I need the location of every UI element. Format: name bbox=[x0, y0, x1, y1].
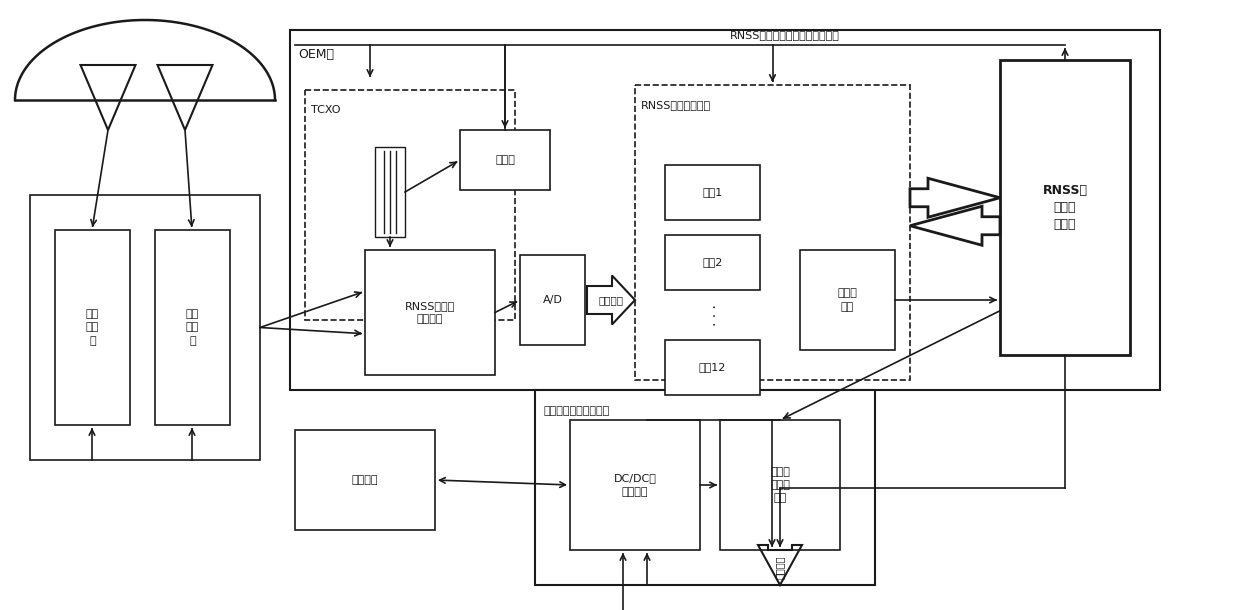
Text: 倍频器: 倍频器 bbox=[495, 155, 515, 165]
Text: 低噪
放大
器: 低噪 放大 器 bbox=[186, 309, 200, 346]
Text: 实时钟
模块: 实时钟 模块 bbox=[837, 289, 857, 312]
Bar bbox=[305, 90, 515, 320]
Text: 低噪
放大
器: 低噪 放大 器 bbox=[86, 309, 99, 346]
Text: 通道2: 通道2 bbox=[702, 257, 723, 268]
Text: RNSS下变频
处理模块: RNSS下变频 处理模块 bbox=[405, 301, 455, 324]
Text: 通道1: 通道1 bbox=[702, 187, 723, 198]
Text: 归口总线: 归口总线 bbox=[775, 556, 785, 580]
Bar bbox=[570, 420, 701, 550]
Bar bbox=[999, 60, 1130, 355]
Text: 通道12: 通道12 bbox=[699, 362, 727, 373]
Bar bbox=[30, 195, 260, 460]
Text: 信息处
理接口
模块: 信息处 理接口 模块 bbox=[770, 467, 790, 503]
Bar bbox=[635, 85, 910, 380]
Bar bbox=[295, 430, 435, 530]
Text: 基带信号: 基带信号 bbox=[599, 295, 624, 305]
Bar bbox=[520, 255, 585, 345]
Bar bbox=[800, 250, 895, 350]
Bar bbox=[155, 230, 229, 425]
Bar bbox=[534, 390, 875, 585]
Text: 电源及信息处理接口板: 电源及信息处理接口板 bbox=[543, 406, 609, 416]
Bar bbox=[365, 250, 495, 375]
Bar bbox=[665, 340, 760, 395]
Text: DC/DC及
保护模块: DC/DC及 保护模块 bbox=[614, 473, 656, 497]
Text: RNSS主
控及导
航处理: RNSS主 控及导 航处理 bbox=[1043, 184, 1087, 231]
Text: RNSS频综控制、时钟及电源总线: RNSS频综控制、时钟及电源总线 bbox=[730, 30, 839, 40]
Bar bbox=[665, 235, 760, 290]
Bar bbox=[374, 147, 405, 237]
Text: TCXO: TCXO bbox=[311, 105, 341, 115]
Bar bbox=[720, 420, 839, 550]
Text: 数据收发: 数据收发 bbox=[352, 475, 378, 485]
Text: A/D: A/D bbox=[543, 295, 563, 305]
Bar bbox=[55, 230, 130, 425]
Text: RNSS基带信号处理: RNSS基带信号处理 bbox=[641, 100, 711, 110]
Bar bbox=[460, 130, 551, 190]
Bar bbox=[290, 30, 1159, 390]
Text: OEM板: OEM板 bbox=[298, 48, 334, 61]
Bar bbox=[665, 165, 760, 220]
Text: . . .: . . . bbox=[706, 304, 719, 326]
